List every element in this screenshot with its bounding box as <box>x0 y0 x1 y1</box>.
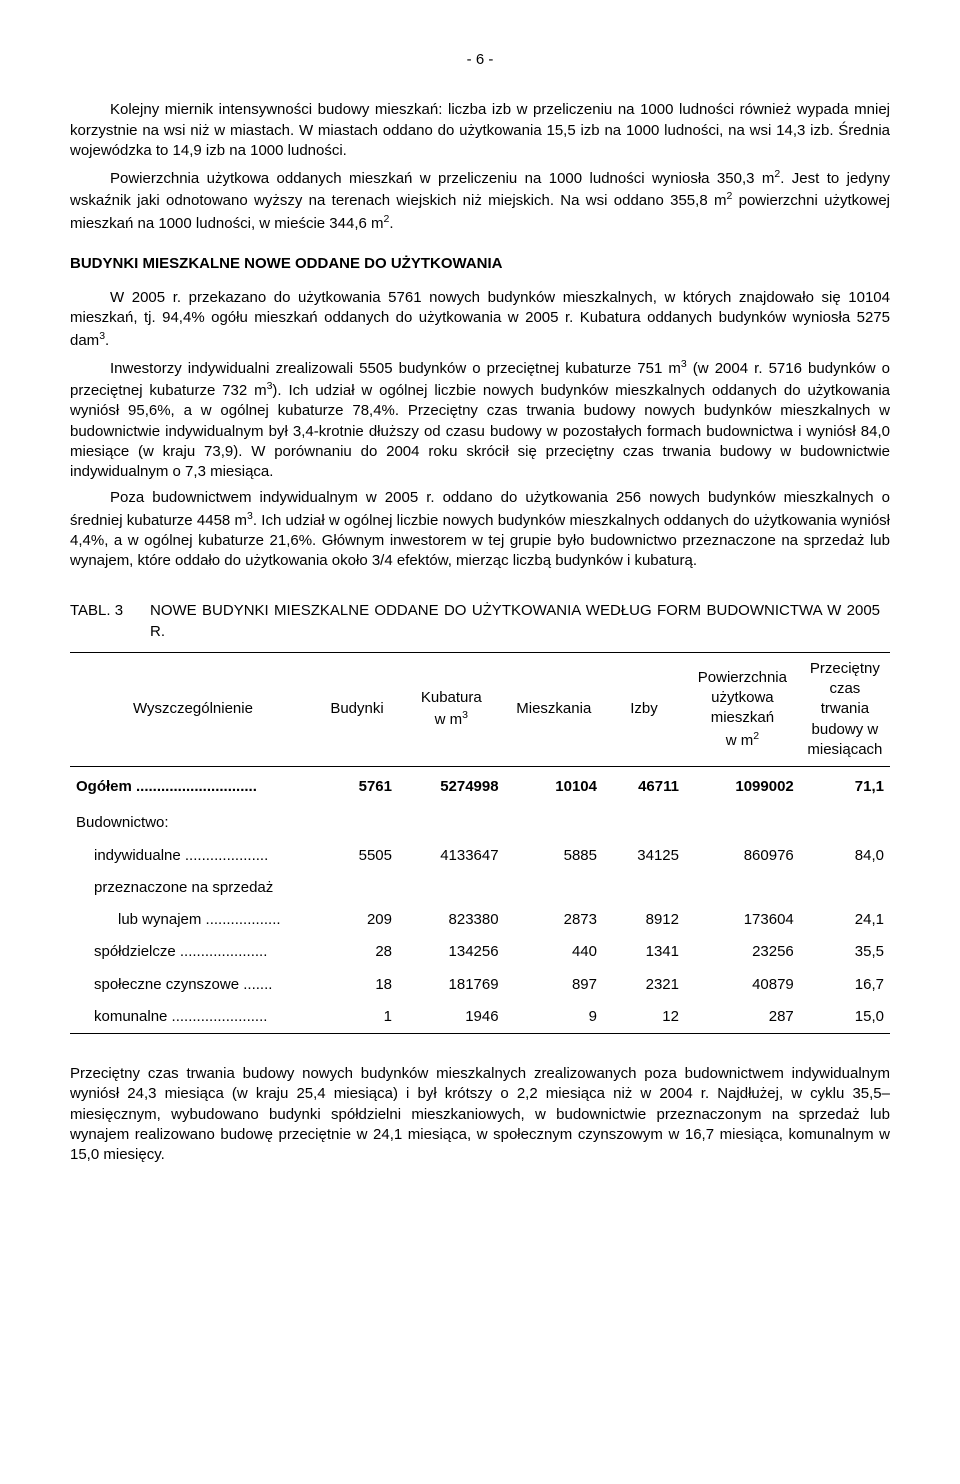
cell-value: 134256 <box>398 936 505 968</box>
row-label: Ogółem ............................. <box>70 767 316 808</box>
data-table: Wyszczególnienie Budynki Kubaturaw m3 Mi… <box>70 652 890 1034</box>
cell-value: 823380 <box>398 904 505 936</box>
table-row: przeznaczone na sprzedaż <box>70 872 890 904</box>
paragraph-5: Poza budownictwem indywidualnym w 2005 r… <box>70 488 890 571</box>
cell-value <box>398 872 505 904</box>
cell-value: 15,0 <box>800 1001 890 1034</box>
cell-value <box>398 807 505 839</box>
col-izby: Izby <box>603 652 685 766</box>
cell-value: 5885 <box>505 840 603 872</box>
cell-value: 35,5 <box>800 936 890 968</box>
cell-value <box>800 807 890 839</box>
table-caption: NOWE BUDYNKI MIESZKALNE ODDANE DO UŻYTKO… <box>150 601 880 642</box>
cell-value: 287 <box>685 1001 800 1034</box>
cell-value <box>685 872 800 904</box>
cell-value: 209 <box>316 904 398 936</box>
cell-value: 12 <box>603 1001 685 1034</box>
cell-value: 23256 <box>685 936 800 968</box>
table-header-row: Wyszczególnienie Budynki Kubaturaw m3 Mi… <box>70 652 890 766</box>
cell-value: 9 <box>505 1001 603 1034</box>
row-label: indywidualne .................... <box>70 840 316 872</box>
cell-value: 84,0 <box>800 840 890 872</box>
p3-part-a: W 2005 r. przekazano do użytkowania 5761… <box>70 289 890 349</box>
cell-value <box>505 807 603 839</box>
cell-value <box>603 872 685 904</box>
cell-value: 5274998 <box>398 767 505 808</box>
section-heading: BUDYNKI MIESZKALNE NOWE ODDANE DO UŻYTKO… <box>70 254 890 274</box>
cell-value: 5505 <box>316 840 398 872</box>
table-row: Ogółem .............................5761… <box>70 767 890 808</box>
table-row: społeczne czynszowe .......1818176989723… <box>70 969 890 1001</box>
cell-value: 40879 <box>685 969 800 1001</box>
row-label: lub wynajem .................. <box>70 904 316 936</box>
p3-part-b: . <box>105 332 109 349</box>
table-row: Budownictwo: <box>70 807 890 839</box>
cell-value: 173604 <box>685 904 800 936</box>
cell-value: 24,1 <box>800 904 890 936</box>
paragraph-2: Powierzchnia użytkowa oddanych mieszkań … <box>70 167 890 234</box>
paragraph-3: W 2005 r. przekazano do użytkowania 5761… <box>70 288 890 351</box>
cell-value <box>603 807 685 839</box>
table-title: TABL. 3NOWE BUDYNKI MIESZKALNE ODDANE DO… <box>70 601 890 642</box>
col-wyszczegolnienie: Wyszczególnienie <box>70 652 316 766</box>
col-kubatura-a: Kubatura <box>421 689 482 706</box>
cell-value: 16,7 <box>800 969 890 1001</box>
cell-value: 181769 <box>398 969 505 1001</box>
cell-value: 28 <box>316 936 398 968</box>
cell-value: 860976 <box>685 840 800 872</box>
col-pow-b: w m <box>726 732 754 749</box>
cell-value <box>316 872 398 904</box>
col-powierzchnia: Powierzchnia użytkowa mieszkań w m2 <box>685 652 800 766</box>
col-mieszkania: Mieszkania <box>505 652 603 766</box>
cell-value: 440 <box>505 936 603 968</box>
p2-part-a: Powierzchnia użytkowa oddanych mieszkań … <box>110 170 774 187</box>
table-row: indywidualne ....................5505413… <box>70 840 890 872</box>
col-kubatura-b: w m <box>435 711 463 728</box>
cell-value: 897 <box>505 969 603 1001</box>
paragraph-1: Kolejny miernik intensywności budowy mie… <box>70 100 890 161</box>
cell-value: 4133647 <box>398 840 505 872</box>
cell-value <box>316 807 398 839</box>
cell-value: 2321 <box>603 969 685 1001</box>
cell-value: 1341 <box>603 936 685 968</box>
cell-value: 46711 <box>603 767 685 808</box>
cell-value: 71,1 <box>800 767 890 808</box>
cell-value: 2873 <box>505 904 603 936</box>
cell-value: 1 <box>316 1001 398 1034</box>
row-label: przeznaczone na sprzedaż <box>70 872 316 904</box>
cell-value: 1099002 <box>685 767 800 808</box>
table-row: spółdzielcze .....................281342… <box>70 936 890 968</box>
table-3: Wyszczególnienie Budynki Kubaturaw m3 Mi… <box>70 652 890 1034</box>
cell-value: 5761 <box>316 767 398 808</box>
cell-value: 8912 <box>603 904 685 936</box>
col-czas: Przeciętny czas trwania budowy w miesiąc… <box>800 652 890 766</box>
table-body: Ogółem .............................5761… <box>70 767 890 1034</box>
footer-paragraph: Przeciętny czas trwania budowy nowych bu… <box>70 1064 890 1165</box>
cell-value: 1946 <box>398 1001 505 1034</box>
page-number: - 6 - <box>70 50 890 70</box>
cell-value <box>685 807 800 839</box>
table-label: TABL. 3 <box>70 601 150 621</box>
cell-value: 18 <box>316 969 398 1001</box>
cell-value: 34125 <box>603 840 685 872</box>
table-row: lub wynajem ..................2098233802… <box>70 904 890 936</box>
sup-3: 3 <box>462 709 468 721</box>
p4-part-a: Inwestorzy indywidualni zrealizowali 550… <box>110 360 681 377</box>
paragraph-4: Inwestorzy indywidualni zrealizowali 550… <box>70 357 890 483</box>
cell-value: 10104 <box>505 767 603 808</box>
cell-value <box>505 872 603 904</box>
col-budynki: Budynki <box>316 652 398 766</box>
col-pow-a: Powierzchnia użytkowa mieszkań <box>698 669 787 727</box>
table-row: komunalne .......................1194691… <box>70 1001 890 1034</box>
row-label: Budownictwo: <box>70 807 316 839</box>
sup-2: 2 <box>753 730 759 742</box>
row-label: spółdzielcze ..................... <box>70 936 316 968</box>
row-label: społeczne czynszowe ....... <box>70 969 316 1001</box>
cell-value <box>800 872 890 904</box>
row-label: komunalne ....................... <box>70 1001 316 1034</box>
p2-part-d: . <box>389 215 393 232</box>
col-kubatura: Kubatura w m3 <box>398 652 505 766</box>
